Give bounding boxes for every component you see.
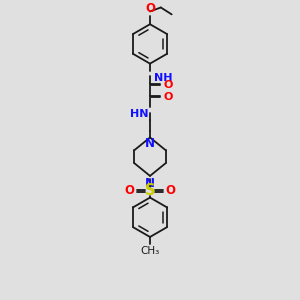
Text: O: O: [124, 184, 134, 197]
Text: NH: NH: [154, 74, 172, 83]
Text: O: O: [145, 2, 155, 15]
Text: HN: HN: [130, 109, 148, 119]
Text: S: S: [145, 183, 155, 198]
Text: O: O: [164, 92, 173, 102]
Text: O: O: [164, 80, 173, 90]
Text: N: N: [145, 136, 155, 149]
Text: O: O: [166, 184, 176, 197]
Text: N: N: [145, 177, 155, 190]
Text: CH₃: CH₃: [140, 246, 160, 256]
